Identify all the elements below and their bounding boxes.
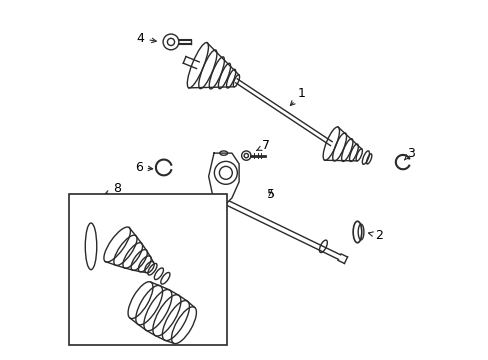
Text: 5: 5	[267, 188, 275, 201]
Text: 4: 4	[136, 32, 156, 45]
Text: 3: 3	[404, 147, 414, 160]
Text: 6: 6	[135, 161, 152, 174]
Text: 8: 8	[104, 183, 121, 195]
Text: 1: 1	[290, 87, 305, 105]
Text: 7: 7	[256, 139, 269, 152]
Bar	[69, 194, 226, 345]
Text: 2: 2	[368, 229, 382, 242]
